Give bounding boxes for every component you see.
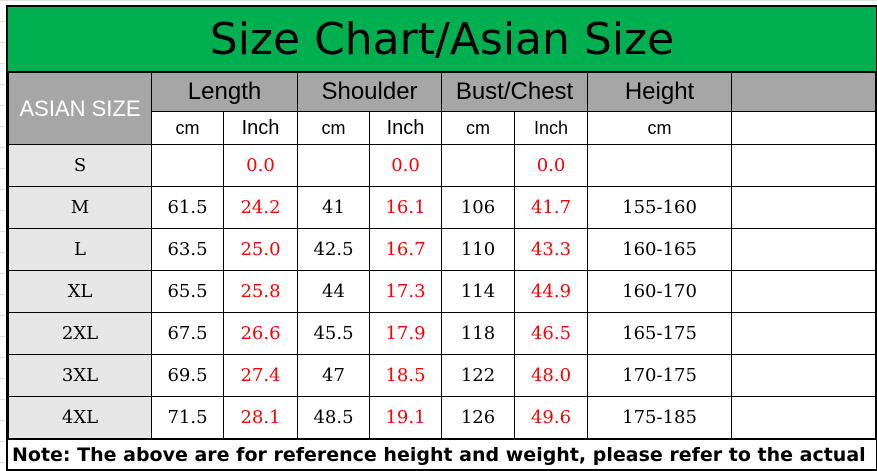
cell-length-in: 25.0 [223, 228, 298, 271]
cell-size: 2XL [8, 312, 152, 355]
table-row: S 0.0 0.0 0.0 [8, 144, 876, 187]
cell-height-cm: 160-170 [587, 270, 733, 313]
unit-cell: cm [297, 111, 370, 145]
cell-bust-cm: 110 [441, 228, 516, 271]
empty-cell [731, 111, 876, 145]
cell-bust-cm: 126 [441, 396, 516, 439]
cell-shoulder-cm: 47 [297, 354, 370, 397]
cell-shoulder-in: 0.0 [368, 144, 443, 187]
cell-length-cm: 61.5 [151, 186, 224, 229]
cell-shoulder-in: 19.1 [368, 396, 443, 439]
table-row: L 63.5 25.0 42.5 16.7 110 43.3 160-165 [8, 228, 876, 271]
cell-shoulder-cm: 45.5 [297, 312, 370, 355]
cell-length-in: 27.4 [223, 354, 298, 397]
cell-bust-in: 49.6 [514, 396, 589, 439]
shoulder-header: Shoulder [296, 72, 443, 112]
cell-size: 3XL [8, 354, 152, 397]
cell-length-in: 28.1 [223, 396, 298, 439]
cell-bust-in: 41.7 [514, 186, 589, 229]
empty-cell [731, 312, 876, 355]
table-row: 2XL 67.5 26.6 45.5 17.9 118 46.5 165-175 [8, 312, 876, 355]
cell-length-in: 24.2 [223, 186, 298, 229]
cell-size: 4XL [8, 396, 152, 439]
cell-shoulder-cm: 42.5 [297, 228, 370, 271]
cell-bust-cm [441, 144, 516, 187]
size-table: ASIAN SIZE Length Shoulder Bust/Chest He… [8, 72, 876, 439]
cell-length-cm: 63.5 [151, 228, 224, 271]
empty-cell [731, 228, 876, 271]
cell-length-cm: 67.5 [151, 312, 224, 355]
length-header: Length [151, 72, 298, 112]
size-chart: Size Chart/Asian Size ASIAN SIZE Length … [6, 5, 877, 471]
cell-height-cm: 160-165 [587, 228, 733, 271]
empty-cell [731, 270, 876, 313]
cell-shoulder-cm [297, 144, 370, 187]
empty-cell [731, 396, 876, 439]
cell-shoulder-in: 16.7 [368, 228, 443, 271]
cell-height-cm: 165-175 [587, 312, 733, 355]
cell-length-cm: 65.5 [151, 270, 224, 313]
empty-cell [731, 144, 876, 187]
table-row: 4XL 71.5 28.1 48.5 19.1 126 49.6 175-185 [8, 396, 876, 439]
header-row: ASIAN SIZE Length Shoulder Bust/Chest He… [8, 72, 876, 145]
empty-cell [731, 354, 876, 397]
unit-cell: cm [151, 111, 224, 145]
cell-bust-cm: 106 [441, 186, 516, 229]
cell-shoulder-cm: 41 [297, 186, 370, 229]
cell-length-in: 26.6 [223, 312, 298, 355]
unit-row: cm Inch cm Inch cm Inch cm [9, 111, 876, 145]
unit-cell: Inch [514, 111, 589, 145]
cell-height-cm [587, 144, 733, 187]
cell-size: L [8, 228, 152, 271]
bust-header: Bust/Chest [441, 72, 589, 112]
cell-bust-in: 48.0 [514, 354, 589, 397]
cell-length-in: 0.0 [223, 144, 298, 187]
cell-shoulder-in: 17.9 [368, 312, 443, 355]
cell-bust-in: 43.3 [514, 228, 589, 271]
cell-bust-in: 46.5 [514, 312, 589, 355]
cell-bust-cm: 114 [441, 270, 516, 313]
unit-cell: cm [441, 111, 516, 145]
cell-shoulder-in: 17.3 [368, 270, 443, 313]
cell-size: M [8, 186, 152, 229]
table-row: 3XL 69.5 27.4 47 18.5 122 48.0 170-175 [8, 354, 876, 397]
cell-bust-cm: 122 [441, 354, 516, 397]
unit-cell: Inch [368, 111, 443, 145]
empty-cell [731, 72, 876, 112]
cell-shoulder-in: 18.5 [368, 354, 443, 397]
cell-height-cm: 155-160 [587, 186, 733, 229]
cell-bust-cm: 118 [441, 312, 516, 355]
unit-cell: Inch [223, 111, 298, 145]
cell-bust-in: 0.0 [514, 144, 589, 187]
cell-shoulder-cm: 44 [297, 270, 370, 313]
cell-length-cm [151, 144, 224, 187]
cell-size: XL [8, 270, 152, 313]
cell-shoulder-in: 16.1 [368, 186, 443, 229]
table-row: M 61.5 24.2 41 16.1 106 41.7 155-160 [8, 186, 876, 229]
cell-length-in: 25.8 [223, 270, 298, 313]
asian-size-header: ASIAN SIZE [8, 72, 152, 145]
height-header: Height [587, 72, 733, 112]
unit-cell: cm [587, 111, 733, 145]
note: Note: The above are for reference height… [8, 439, 876, 469]
cell-length-cm: 69.5 [151, 354, 224, 397]
table-row: XL 65.5 25.8 44 17.3 114 44.9 160-170 [8, 270, 876, 313]
cell-height-cm: 170-175 [587, 354, 733, 397]
cell-bust-in: 44.9 [514, 270, 589, 313]
cell-length-cm: 71.5 [151, 396, 224, 439]
empty-cell [731, 186, 876, 229]
cell-shoulder-cm: 48.5 [297, 396, 370, 439]
chart-title: Size Chart/Asian Size [8, 7, 876, 72]
cell-size: S [8, 144, 152, 187]
cell-height-cm: 175-185 [587, 396, 733, 439]
